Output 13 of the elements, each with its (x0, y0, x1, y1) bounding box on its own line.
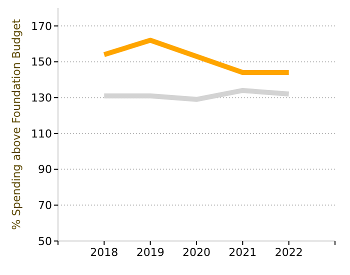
x-tick-label: 2018 (90, 246, 118, 259)
x-tick-label: 2020 (182, 246, 210, 259)
y-tick-label: 70 (38, 199, 52, 212)
y-axis-title: % Spending above Foundation Budget (10, 18, 23, 230)
y-tick-label: 130 (31, 91, 52, 104)
y-tick-label: 150 (31, 56, 52, 69)
x-tick-label: 2019 (136, 246, 164, 259)
y-tick-label: 50 (38, 234, 52, 248)
y-tick-label: 170 (31, 20, 52, 33)
x-tick-label: 2022 (274, 246, 303, 259)
x-tick-label: 2021 (228, 246, 257, 259)
y-tick-label: 90 (38, 163, 52, 176)
y-tick-label: 110 (31, 127, 52, 140)
